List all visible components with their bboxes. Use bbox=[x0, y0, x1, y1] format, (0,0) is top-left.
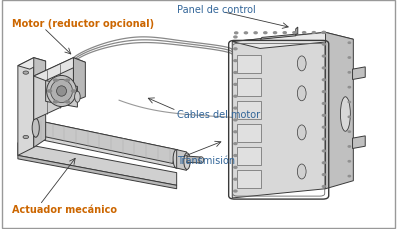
Circle shape bbox=[283, 33, 286, 34]
FancyBboxPatch shape bbox=[237, 56, 261, 74]
Polygon shape bbox=[232, 33, 326, 198]
Circle shape bbox=[48, 90, 52, 93]
FancyBboxPatch shape bbox=[237, 124, 261, 142]
Ellipse shape bbox=[184, 153, 190, 170]
Ellipse shape bbox=[75, 92, 80, 103]
Circle shape bbox=[234, 37, 237, 39]
Ellipse shape bbox=[56, 86, 67, 97]
Polygon shape bbox=[46, 81, 77, 108]
Circle shape bbox=[234, 143, 237, 145]
Circle shape bbox=[235, 33, 238, 35]
Polygon shape bbox=[18, 143, 177, 185]
Circle shape bbox=[322, 79, 326, 81]
Polygon shape bbox=[187, 156, 200, 163]
Circle shape bbox=[66, 80, 69, 82]
Circle shape bbox=[234, 167, 237, 169]
Circle shape bbox=[234, 96, 237, 98]
Polygon shape bbox=[18, 58, 46, 70]
Circle shape bbox=[234, 155, 237, 157]
Circle shape bbox=[322, 103, 326, 105]
Circle shape bbox=[234, 108, 237, 109]
Circle shape bbox=[322, 174, 326, 176]
FancyBboxPatch shape bbox=[237, 147, 261, 165]
Circle shape bbox=[244, 33, 247, 35]
Circle shape bbox=[348, 102, 351, 103]
Circle shape bbox=[254, 33, 257, 35]
Text: Panel de control: Panel de control bbox=[177, 5, 255, 15]
FancyBboxPatch shape bbox=[237, 170, 261, 188]
Ellipse shape bbox=[297, 164, 306, 179]
Polygon shape bbox=[18, 156, 177, 189]
Circle shape bbox=[54, 80, 58, 82]
Polygon shape bbox=[18, 58, 34, 156]
Text: Actuador mecánico: Actuador mecánico bbox=[12, 204, 117, 215]
Ellipse shape bbox=[341, 97, 350, 132]
Circle shape bbox=[322, 32, 326, 34]
Circle shape bbox=[234, 84, 237, 86]
Circle shape bbox=[348, 87, 351, 88]
Circle shape bbox=[348, 57, 351, 59]
Circle shape bbox=[71, 90, 75, 93]
Circle shape bbox=[322, 150, 326, 152]
Circle shape bbox=[234, 49, 237, 51]
Polygon shape bbox=[260, 28, 298, 40]
Circle shape bbox=[348, 176, 351, 177]
Polygon shape bbox=[34, 58, 46, 148]
Circle shape bbox=[322, 162, 326, 164]
Circle shape bbox=[348, 131, 351, 133]
FancyBboxPatch shape bbox=[237, 101, 261, 120]
Ellipse shape bbox=[199, 157, 204, 164]
Circle shape bbox=[348, 146, 351, 147]
Polygon shape bbox=[353, 136, 365, 149]
Circle shape bbox=[303, 33, 306, 34]
Polygon shape bbox=[34, 120, 177, 168]
Circle shape bbox=[234, 131, 237, 133]
Polygon shape bbox=[353, 68, 365, 80]
Ellipse shape bbox=[32, 119, 39, 138]
Circle shape bbox=[312, 33, 316, 34]
Circle shape bbox=[293, 33, 296, 34]
Ellipse shape bbox=[50, 80, 72, 103]
Circle shape bbox=[234, 190, 237, 192]
Ellipse shape bbox=[46, 76, 76, 107]
Circle shape bbox=[322, 56, 326, 58]
Circle shape bbox=[274, 33, 277, 34]
Polygon shape bbox=[73, 58, 85, 102]
Text: Cables del motor: Cables del motor bbox=[177, 109, 260, 120]
Text: Transmisión: Transmisión bbox=[177, 155, 235, 165]
Circle shape bbox=[234, 178, 237, 180]
Circle shape bbox=[234, 72, 237, 74]
Circle shape bbox=[23, 72, 29, 75]
Circle shape bbox=[66, 101, 69, 104]
Polygon shape bbox=[177, 150, 187, 171]
Text: Motor (reductor opcional): Motor (reductor opcional) bbox=[12, 19, 154, 29]
Circle shape bbox=[234, 120, 237, 121]
Circle shape bbox=[322, 186, 326, 188]
Circle shape bbox=[322, 44, 326, 46]
Circle shape bbox=[23, 136, 29, 139]
Circle shape bbox=[322, 91, 326, 93]
Circle shape bbox=[348, 161, 351, 162]
Circle shape bbox=[322, 32, 325, 34]
Circle shape bbox=[234, 60, 237, 62]
Circle shape bbox=[348, 43, 351, 44]
Ellipse shape bbox=[173, 150, 180, 169]
Polygon shape bbox=[30, 120, 177, 164]
Circle shape bbox=[348, 72, 351, 74]
Circle shape bbox=[54, 101, 58, 104]
Circle shape bbox=[322, 127, 326, 128]
Circle shape bbox=[322, 115, 326, 117]
Circle shape bbox=[322, 139, 326, 140]
FancyBboxPatch shape bbox=[237, 79, 261, 97]
Polygon shape bbox=[326, 33, 353, 189]
Polygon shape bbox=[34, 58, 73, 120]
Polygon shape bbox=[34, 58, 85, 81]
Circle shape bbox=[264, 33, 267, 35]
Ellipse shape bbox=[297, 57, 306, 71]
Ellipse shape bbox=[297, 125, 306, 140]
Ellipse shape bbox=[297, 86, 306, 101]
Circle shape bbox=[348, 117, 351, 118]
Polygon shape bbox=[232, 33, 353, 49]
Circle shape bbox=[322, 68, 326, 70]
